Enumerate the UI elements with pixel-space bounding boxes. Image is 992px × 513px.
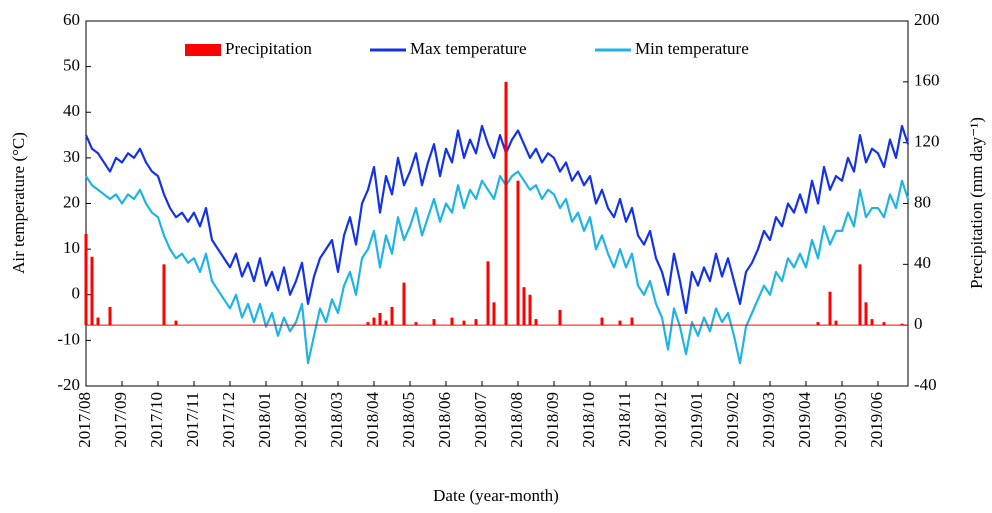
x-tick-label: 2019/01 <box>687 392 706 448</box>
x-tick-label: 2017/11 <box>183 392 202 447</box>
precip-bar <box>492 302 496 326</box>
x-tick-label: 2018/05 <box>399 392 418 448</box>
precip-bar <box>558 309 562 326</box>
precip-bar <box>504 81 508 326</box>
precip-bar <box>174 320 178 326</box>
legend-swatch <box>185 44 221 56</box>
x-tick-label: 2018/10 <box>579 392 598 448</box>
precip-bar <box>816 322 820 326</box>
x-tick-label: 2018/01 <box>255 392 274 448</box>
temp-line <box>84 124 910 315</box>
x-tick-label: 2019/04 <box>795 392 814 448</box>
precip-bar <box>864 302 868 326</box>
precip-bar <box>384 320 388 326</box>
y2-axis-title: Precipitation (mm day⁻¹) <box>967 117 986 289</box>
y-tick-label: 0 <box>72 284 81 303</box>
precip-bar <box>474 319 478 326</box>
precip-bar <box>414 322 418 326</box>
x-tick-label: 2019/02 <box>723 392 742 448</box>
y2-tick-label: 200 <box>914 10 940 29</box>
legend-label: Min temperature <box>635 39 749 58</box>
x-tick-label: 2018/09 <box>543 392 562 448</box>
precip-bar <box>516 180 520 326</box>
y2-tick-label: -40 <box>914 375 937 394</box>
precip-bar <box>486 261 490 326</box>
y-tick-label: 10 <box>63 238 80 257</box>
precip-bar <box>96 317 100 326</box>
precip-bar <box>600 317 604 326</box>
x-tick-label: 2018/02 <box>291 392 310 448</box>
y2-tick-label: 80 <box>914 192 931 211</box>
y2-tick-label: 120 <box>914 132 940 151</box>
precip-bar <box>618 320 622 326</box>
precip-bar <box>534 319 538 326</box>
x-tick-label: 2018/11 <box>615 392 634 447</box>
precip-bar <box>390 306 394 326</box>
precip-bar <box>84 233 88 326</box>
x-tick-label: 2017/12 <box>219 392 238 448</box>
x-tick-label: 2018/03 <box>327 392 346 448</box>
y-tick-label: 40 <box>63 101 80 120</box>
y-tick-label: 20 <box>63 192 80 211</box>
x-tick-label: 2017/10 <box>147 392 166 448</box>
precip-bar <box>900 323 904 326</box>
precip-bar <box>462 320 466 326</box>
precip-bar <box>378 313 382 326</box>
temp-line <box>85 170 910 365</box>
x-tick-label: 2018/12 <box>651 392 670 448</box>
x-axis-title: Date (year-month) <box>433 486 559 505</box>
precip-bar <box>882 322 886 326</box>
precip-bar <box>372 317 376 326</box>
y-tick-label: 30 <box>63 147 80 166</box>
precip-bar <box>90 256 94 326</box>
x-tick-label: 2019/06 <box>867 392 886 448</box>
y-tick-label: 50 <box>63 56 80 75</box>
precip-bar <box>402 282 406 326</box>
precip-bar <box>870 319 874 326</box>
x-tick-label: 2019/03 <box>759 392 778 448</box>
plot-frame <box>85 20 909 387</box>
legend-label: Max temperature <box>410 39 527 58</box>
y-tick-label: -20 <box>57 375 80 394</box>
y2-tick-label: 160 <box>914 71 940 90</box>
x-tick-label: 2017/09 <box>111 392 130 448</box>
x-tick-label: 2017/08 <box>75 392 94 448</box>
precip-bar <box>432 319 436 326</box>
x-tick-label: 2018/04 <box>363 392 382 448</box>
x-tick-label: 2019/05 <box>831 392 850 448</box>
precip-bar <box>858 264 862 326</box>
y2-tick-label: 40 <box>914 253 931 272</box>
x-tick-label: 2018/06 <box>435 392 454 448</box>
precip-bar <box>528 294 532 326</box>
y2-tick-label: 0 <box>914 314 923 333</box>
precip-bar <box>630 317 634 326</box>
x-tick-label: 2018/08 <box>507 392 526 448</box>
y-tick-label: 60 <box>63 10 80 29</box>
x-tick-label: 2018/07 <box>471 392 490 448</box>
y-axis-title: Air temperature (°C) <box>9 132 28 274</box>
precip-bar <box>828 291 832 326</box>
precip-bar <box>108 306 112 326</box>
precip-bar <box>366 322 370 326</box>
precip-bar <box>162 264 166 326</box>
precip-bar <box>522 287 526 326</box>
precip-bar <box>834 320 838 326</box>
y-tick-label: -10 <box>57 329 80 348</box>
legend-label: Precipitation <box>225 39 312 58</box>
precip-bar <box>450 317 454 326</box>
